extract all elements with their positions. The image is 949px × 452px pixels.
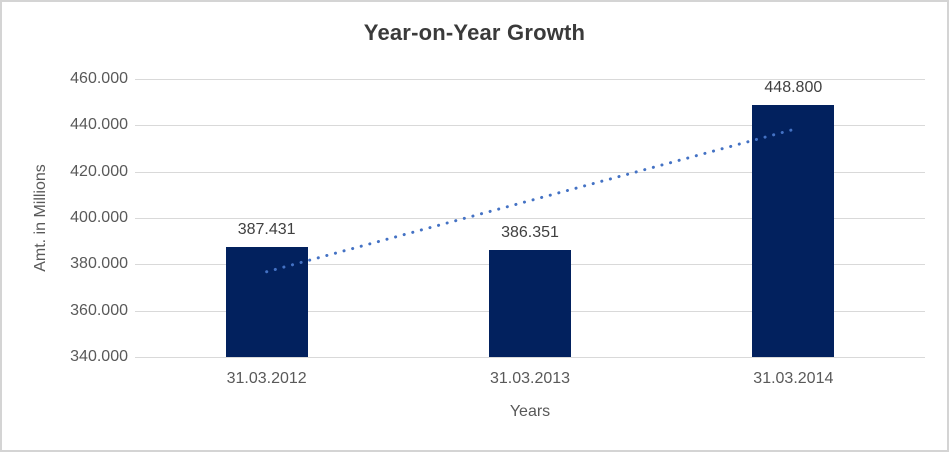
x-axis-tick-label: 31.03.2014: [753, 370, 834, 387]
x-axis-tick-label: 31.03.2013: [489, 370, 571, 387]
bar-31.03.2013: [489, 249, 571, 357]
bar-31.03.2014: [752, 104, 835, 357]
x-axis-tick-label: 31.03.2012: [226, 370, 307, 387]
y-axis-title: Amt. in Millions: [32, 164, 49, 272]
y-axis-tick-label: 420.000: [70, 162, 128, 180]
y-axis-tick-label: 400.000: [70, 209, 128, 226]
data-label: 448.800: [764, 78, 823, 96]
y-axis-tick-label: 440.000: [70, 116, 128, 134]
data-label: 387.431: [237, 221, 296, 239]
data-label: 386.351: [501, 223, 559, 241]
bar-31.03.2012: [225, 247, 308, 357]
chart-title: Year-on-Year Growth: [363, 20, 586, 45]
y-axis-tick-label: 380.000: [70, 255, 128, 273]
y-axis-tick-label: 460.000: [70, 70, 128, 87]
gridline: [135, 125, 925, 127]
gridline: [135, 79, 925, 80]
y-axis-tick-label: 360.000: [70, 301, 128, 319]
y-axis-tick-label: 340.000: [70, 348, 128, 365]
gridline: [135, 357, 925, 358]
x-axis-title: Years: [509, 403, 551, 420]
